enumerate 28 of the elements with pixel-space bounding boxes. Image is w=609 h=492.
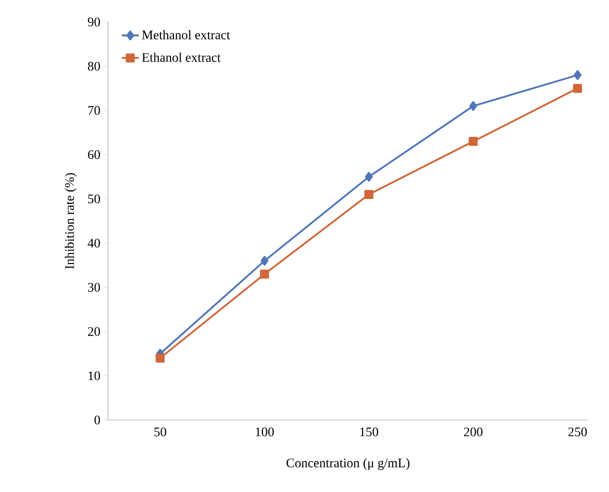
x-tick-label: 50 xyxy=(154,428,166,436)
y-tick-label: 50 xyxy=(88,194,100,204)
y-axis-title: Inhibition rate (%) xyxy=(64,173,77,269)
legend-label: Ethanol extract xyxy=(142,52,221,62)
x-tick-label: 200 xyxy=(464,428,482,436)
y-tick-label: 80 xyxy=(88,62,100,71)
y-tick-label: 20 xyxy=(88,327,100,336)
point xyxy=(260,270,270,279)
point xyxy=(468,136,478,146)
y-tick-label: 10 xyxy=(88,371,100,380)
point xyxy=(364,190,374,199)
point xyxy=(469,101,478,111)
x-tick-label: 150 xyxy=(360,428,378,436)
y-tick-label: 60 xyxy=(88,150,100,160)
x-tick-label: 100 xyxy=(256,428,274,436)
y-tick-label: 40 xyxy=(88,238,100,248)
point xyxy=(573,84,582,93)
y-tick-label: 90 xyxy=(88,18,100,26)
y-tick-label: 70 xyxy=(88,106,100,115)
y-tick-label: 30 xyxy=(88,282,100,292)
point xyxy=(156,354,165,363)
y-tick-label: 0 xyxy=(94,416,100,424)
x-axis-title: Concentration (μ g/mL) xyxy=(286,458,410,470)
point xyxy=(364,172,373,182)
point xyxy=(574,70,582,80)
x-tick-label: 250 xyxy=(568,428,587,436)
legend-label: Methanol extract xyxy=(142,30,230,40)
point xyxy=(260,256,268,266)
